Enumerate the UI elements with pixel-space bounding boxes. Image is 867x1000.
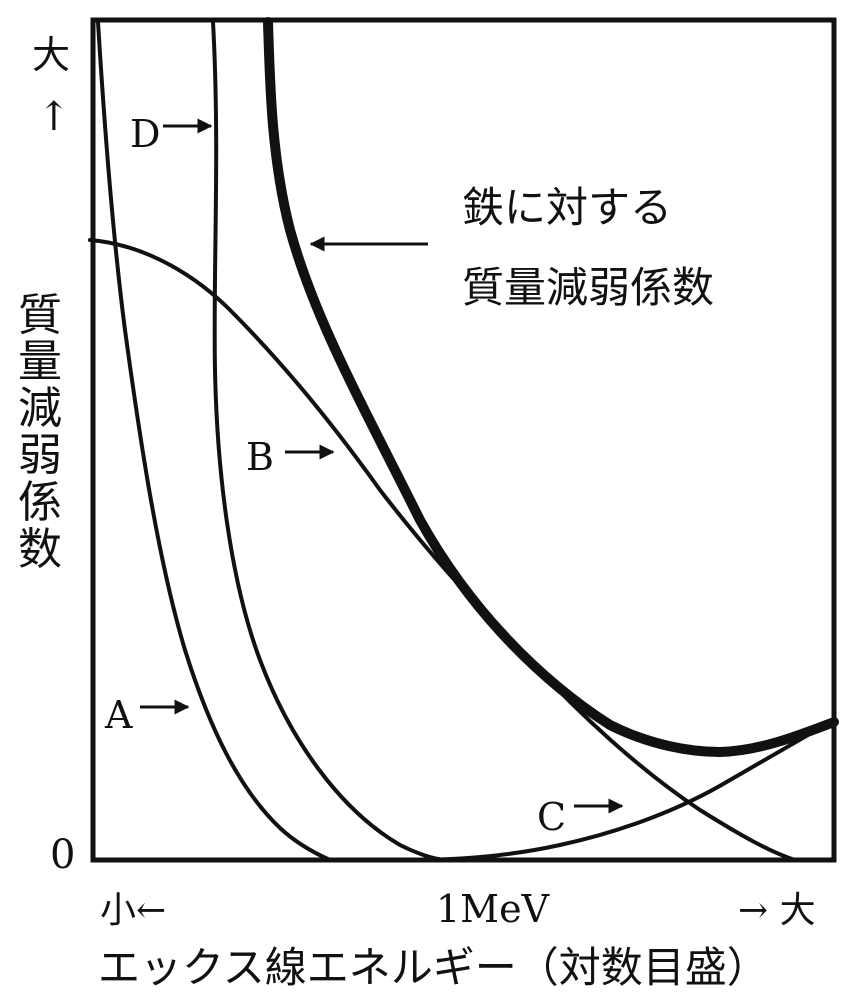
y-title-char: 量 (18, 336, 62, 387)
curve-label-b: B (246, 435, 274, 479)
x-small-label: 小← (100, 890, 166, 931)
curve-a (96, 20, 332, 862)
y-top-label: 大 (32, 33, 70, 77)
curve-label-d: D (130, 112, 160, 156)
y-axis-title: 質 量 減 弱 係 数 (18, 290, 62, 575)
y-title-char: 数 (18, 524, 62, 575)
y-title-char: 係 (18, 477, 62, 528)
x-axis-title: エックス線エネルギー（対数目盛） (98, 943, 769, 992)
label-c-group: C (537, 795, 624, 839)
y-title-char: 減 (18, 383, 62, 434)
label-a-group: A (104, 693, 190, 737)
x-mid-label: 1MeV (436, 887, 550, 931)
curve-label-a: A (104, 693, 133, 737)
plot-frame (90, 17, 837, 863)
curve-c (408, 718, 836, 862)
y-title-char: 弱 (18, 430, 62, 481)
y-arrow: ↑ (37, 94, 71, 140)
x-large-label: → 大 (738, 890, 816, 931)
curve-iron-total (263, 17, 839, 757)
annotation-line-2: 質量減弱係数 (462, 263, 714, 312)
label-b-group: B (246, 435, 335, 479)
label-d-group: D (130, 112, 213, 156)
annotation-line-1: 鉄に対する (462, 183, 672, 232)
y-title-char: 質 (18, 290, 62, 341)
zero-label: 0 (50, 832, 75, 878)
curve-label-c: C (537, 795, 566, 839)
curve-d (211, 20, 447, 862)
